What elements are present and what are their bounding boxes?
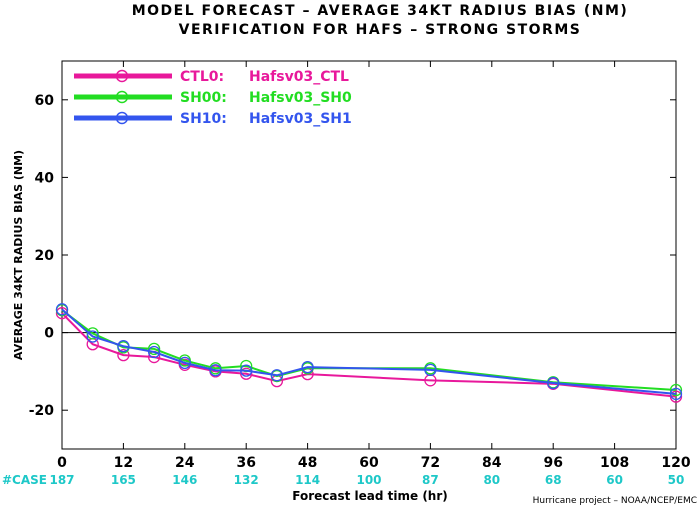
x-tick-label: 120	[661, 455, 690, 471]
legend-name: SH10:	[180, 111, 227, 127]
data-point	[147, 345, 161, 359]
case-label: #CASE	[2, 473, 47, 487]
legend-marker	[115, 69, 129, 83]
data-point	[55, 303, 69, 316]
x-axis-label: Forecast lead time (hr)	[292, 489, 448, 503]
data-point	[424, 363, 437, 376]
data-point	[117, 348, 130, 362]
x-tick-label: 0	[57, 455, 67, 471]
y-tick-label: -20	[29, 403, 55, 419]
x-tick-label: 72	[421, 455, 440, 471]
y-tick-label: 60	[35, 93, 55, 109]
case-count: 165	[111, 473, 136, 487]
credit-text: Hurricane project – NOAA/NCEP/EMC	[533, 496, 697, 506]
legend-marker	[115, 90, 129, 104]
legend-label: Hafsv03_SH1	[249, 111, 352, 127]
case-count: 50	[668, 473, 685, 487]
data-point	[240, 364, 253, 377]
series-Hafsv03_SH0	[55, 303, 683, 397]
x-tick-label: 96	[543, 455, 562, 471]
case-count: 132	[234, 473, 259, 487]
x-tick-label: 24	[175, 455, 195, 471]
data-point	[86, 327, 99, 340]
case-count: 114	[295, 473, 320, 487]
data-point	[147, 342, 161, 356]
data-point	[547, 376, 560, 390]
series-group	[55, 303, 683, 403]
data-point	[240, 367, 253, 380]
legend-label: Hafsv03_CTL	[249, 69, 349, 85]
case-count: 187	[49, 473, 74, 487]
legend: CTL0: Hafsv03_CTL SH00: Hafsv03_SH0 SH10: Haf…	[74, 69, 352, 127]
x-tick-label: 48	[298, 455, 317, 471]
case-count: 146	[172, 473, 197, 487]
legend-name: CTL0:	[180, 69, 224, 85]
data-point	[86, 330, 99, 343]
legend-marker	[115, 111, 129, 125]
case-count: 60	[606, 473, 623, 487]
data-point	[209, 364, 222, 377]
x-tick-label: 84	[482, 455, 502, 471]
x-tick-label: 36	[236, 455, 255, 471]
data-point	[178, 356, 191, 370]
chart-title-line2: VERIFICATION FOR HAFS – STRONG STORMS	[179, 22, 582, 38]
y-tick-label: 0	[44, 326, 54, 342]
data-point	[669, 383, 683, 397]
case-count: 87	[422, 473, 439, 487]
data-point	[270, 369, 284, 382]
data-point	[669, 387, 683, 401]
x-tick-label: 12	[114, 455, 133, 471]
case-count: 80	[483, 473, 500, 487]
x-tick-label: 60	[359, 455, 379, 471]
legend-name: SH00:	[180, 90, 227, 106]
series-line	[61, 308, 677, 395]
y-axis-label: AVERAGE 34KT RADIUS BIAS (NM)	[12, 150, 25, 360]
case-count: 100	[356, 473, 381, 487]
series-Hafsv03_SH1	[55, 303, 683, 401]
y-tick-label: 40	[35, 170, 55, 186]
data-point	[301, 360, 314, 374]
y-tick-label: 20	[35, 248, 55, 264]
case-count: 68	[545, 473, 562, 487]
chart-title-line1: MODEL FORECAST – AVERAGE 34KT RADIUS BIA…	[132, 3, 629, 19]
x-tick-label: 108	[600, 455, 629, 471]
axes-group: 0 12 24 36 48 60 72 84 96 108 120 -20 0 20 40 60 187 165 1…	[29, 61, 691, 487]
legend-label: Hafsv03_SH0	[249, 90, 352, 106]
series-Hafsv03_CTL	[55, 307, 683, 403]
data-point	[117, 340, 130, 353]
